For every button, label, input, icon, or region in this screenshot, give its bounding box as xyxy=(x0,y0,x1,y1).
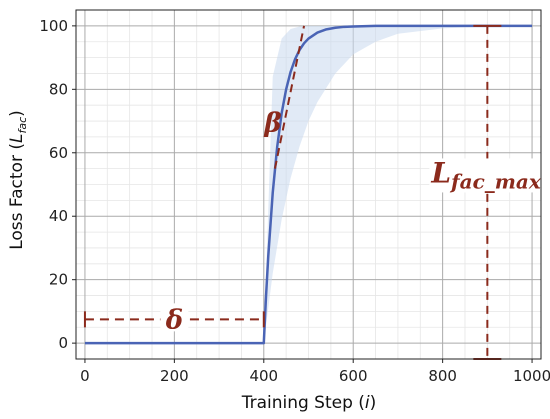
y-tick-label: 20 xyxy=(49,271,68,289)
delta-label-bg xyxy=(160,303,189,332)
y-tick-label: 40 xyxy=(49,207,68,225)
uncertainty-band xyxy=(263,25,533,344)
series-layer xyxy=(84,24,533,345)
confidence-band xyxy=(263,25,533,344)
lfacmax-subscript: fac_max xyxy=(449,169,542,193)
y-axis-label: Loss Factor (Lfac) xyxy=(7,110,29,250)
y-tick-label: 80 xyxy=(49,80,68,98)
x-tick-label: 200 xyxy=(160,367,189,385)
y-tick-label: 100 xyxy=(39,17,68,35)
x-tick-label: 1000 xyxy=(513,367,550,385)
beta-slope-line xyxy=(273,25,306,169)
loss-factor-line xyxy=(84,24,533,345)
x-axis-label: Training Step (i) xyxy=(241,393,377,413)
x-tick-label: 0 xyxy=(80,367,90,385)
x-tick-label: 400 xyxy=(249,367,278,385)
x-tick-label: 800 xyxy=(428,367,457,385)
plot-frame xyxy=(75,9,542,360)
beta-label: β xyxy=(263,109,281,139)
y-tick-label: 0 xyxy=(58,334,68,352)
ticks: 0 200 400 600 800 1000 0 20 40 60 80 100 xyxy=(39,17,550,385)
lfacmax-label-bg xyxy=(429,158,550,193)
x-tick-label: 600 xyxy=(339,367,368,385)
y-tick-label: 60 xyxy=(49,144,68,162)
delta-label: δ xyxy=(165,305,183,335)
